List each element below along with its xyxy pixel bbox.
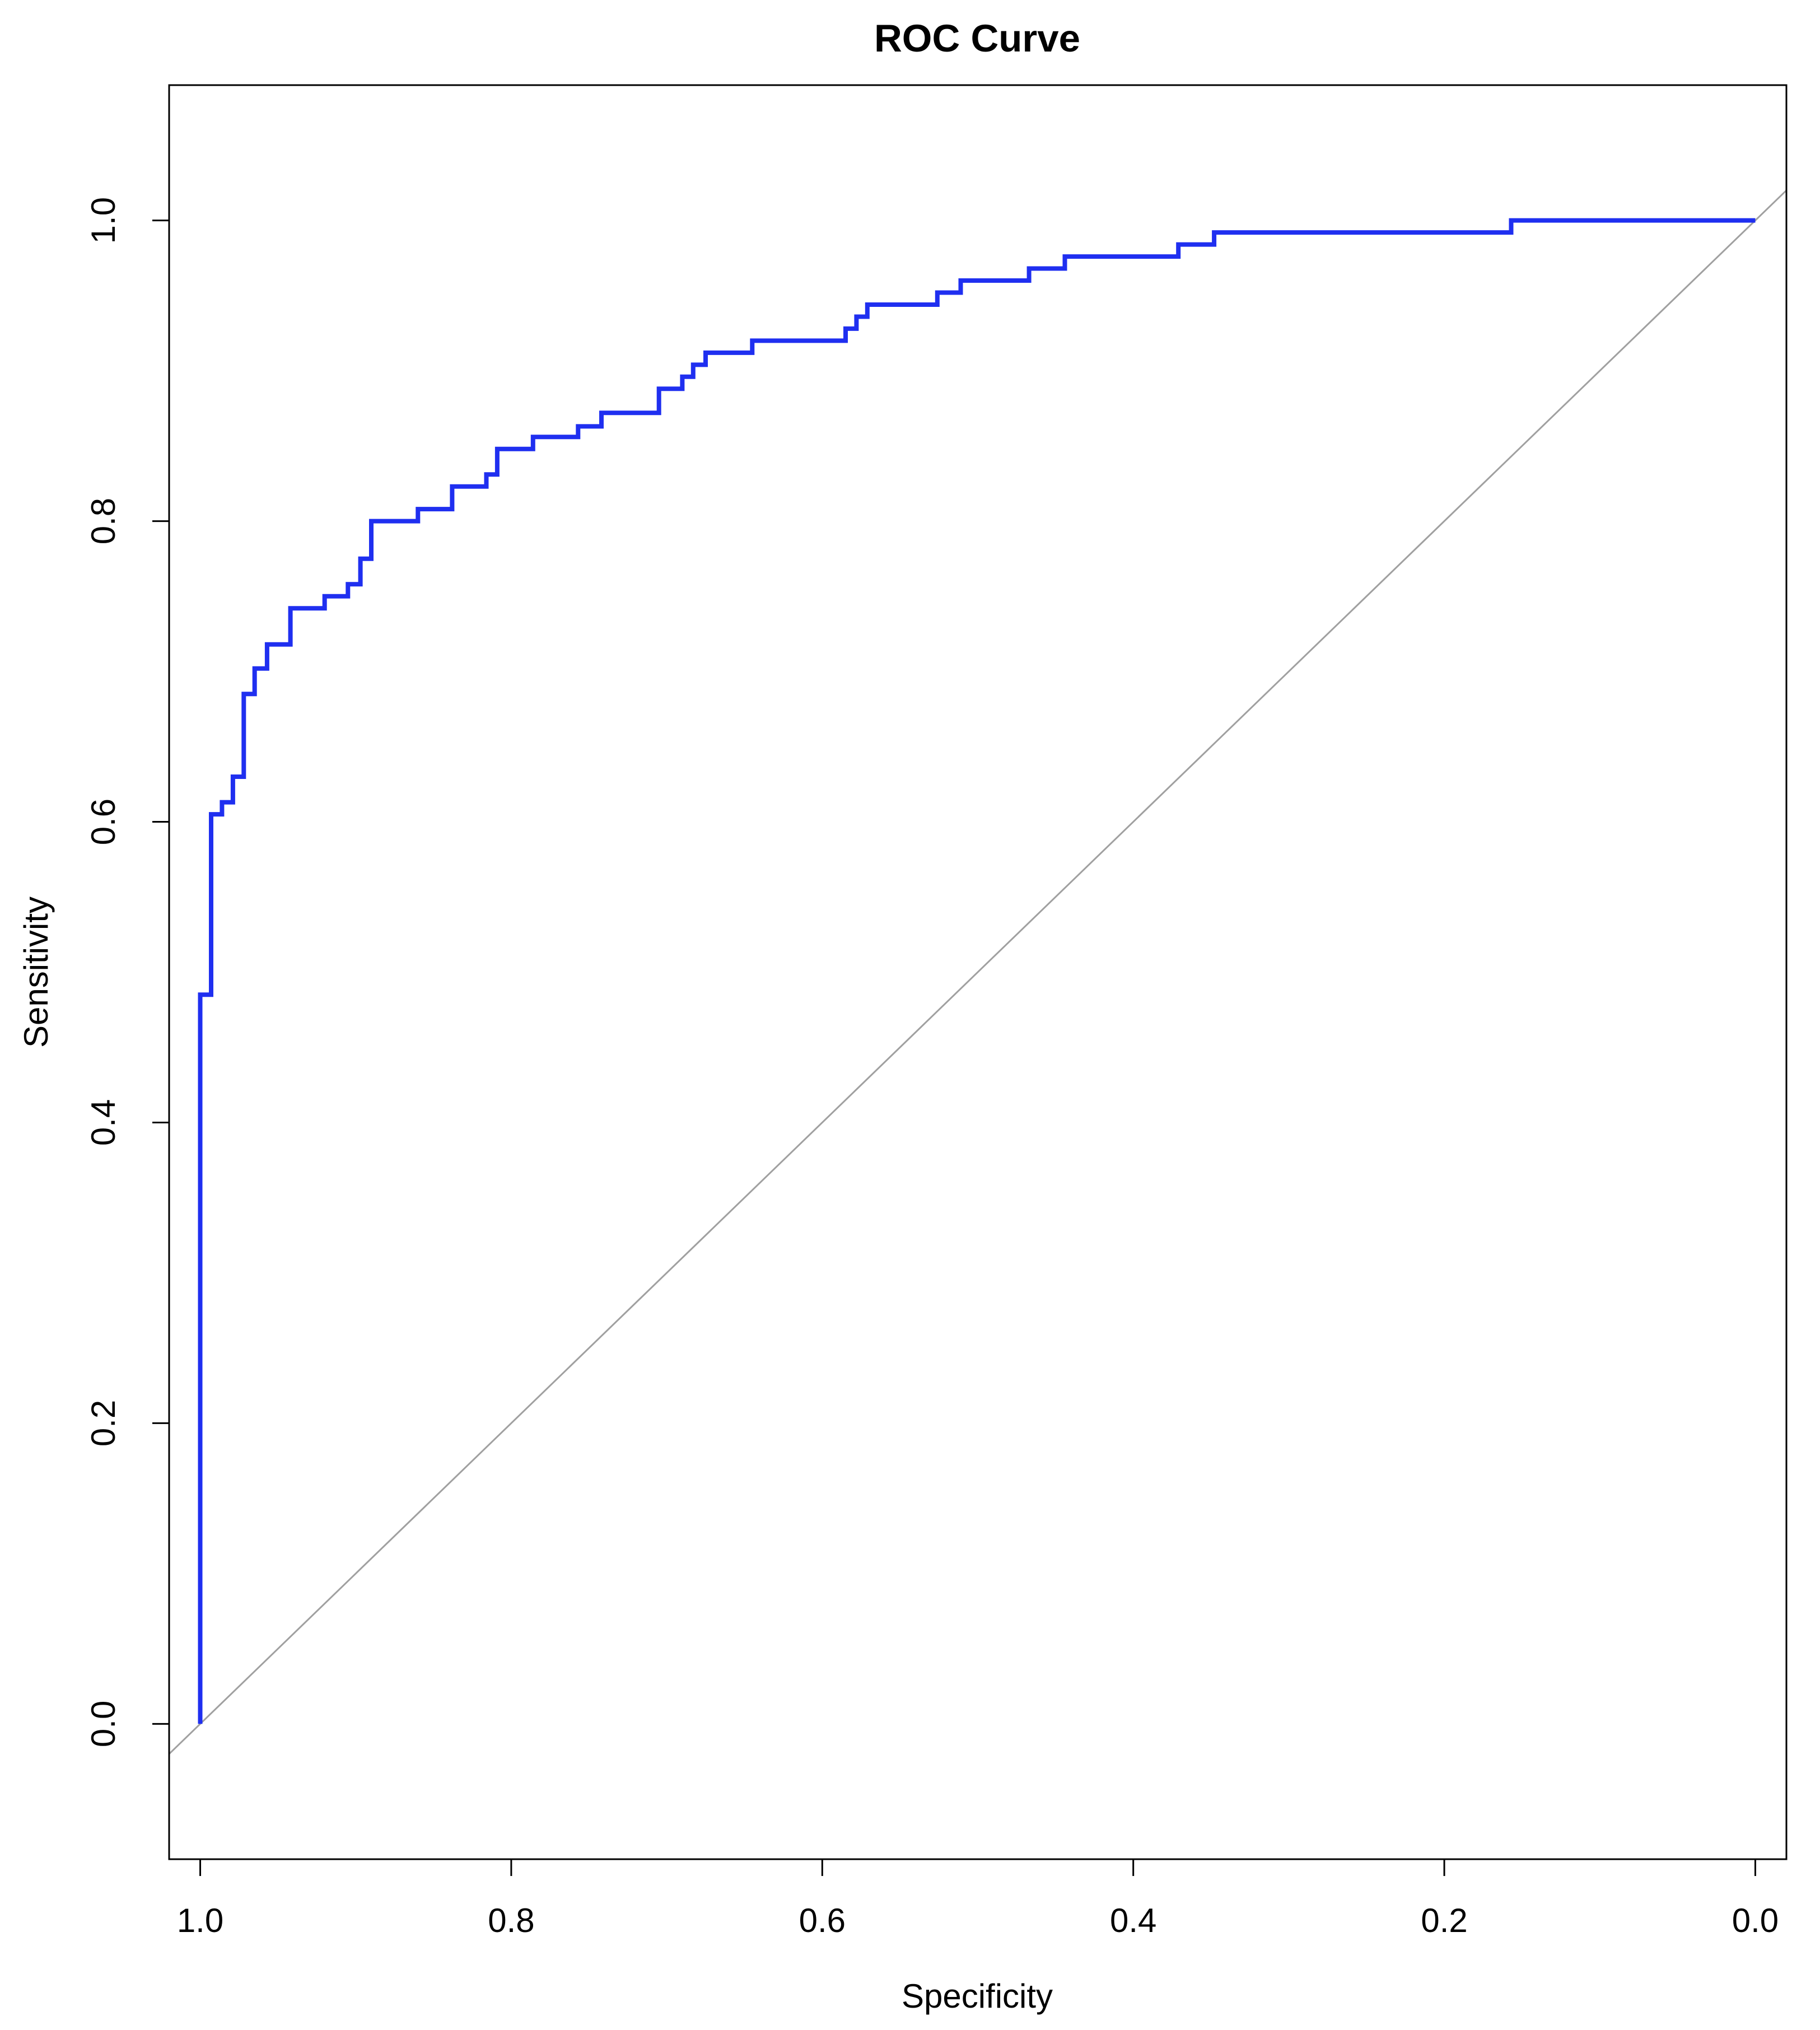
x-tick-label: 0.0 xyxy=(1732,1902,1779,1939)
y-tick-label: 0.0 xyxy=(85,1701,122,1747)
y-axis: 0.0 0.2 0.4 0.6 0.8 1.0 xyxy=(85,197,169,1747)
x-tick-label: 0.2 xyxy=(1421,1902,1467,1939)
y-tick-label: 0.4 xyxy=(85,1099,122,1146)
x-axis: 1.0 0.8 0.6 0.4 0.2 0.0 xyxy=(177,1859,1779,1939)
y-tick-label: 0.8 xyxy=(85,498,122,544)
x-tick-label: 1.0 xyxy=(177,1902,223,1939)
x-tick-label: 0.6 xyxy=(799,1902,846,1939)
y-tick-label: 0.6 xyxy=(85,799,122,845)
y-axis-label: Sensitivity xyxy=(17,897,55,1048)
plot-area xyxy=(169,189,1786,1755)
x-tick-label: 0.4 xyxy=(1110,1902,1156,1939)
y-tick-label: 0.2 xyxy=(85,1400,122,1446)
roc-curve-line xyxy=(198,218,1756,1724)
reference-diagonal xyxy=(169,189,1786,1755)
plot-border xyxy=(168,84,1788,1860)
x-axis-label: Specificity xyxy=(902,1977,1053,2015)
y-tick-label: 1.0 xyxy=(85,197,122,244)
chart-title: ROC Curve xyxy=(874,17,1080,60)
x-tick-label: 0.8 xyxy=(488,1902,534,1939)
